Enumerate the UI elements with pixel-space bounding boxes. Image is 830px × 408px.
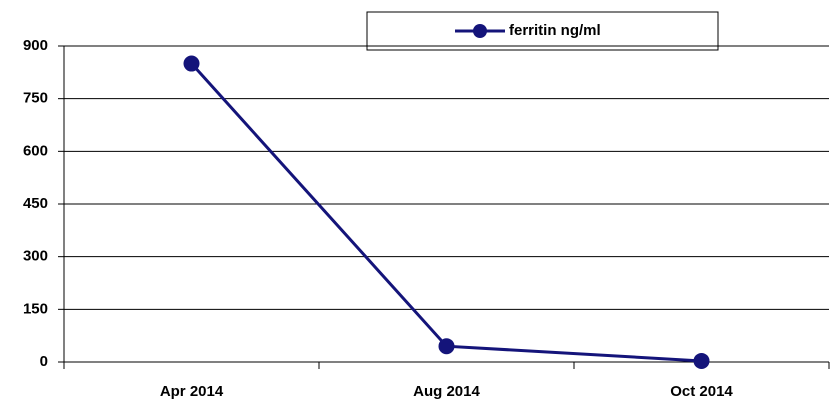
y-tick-label: 150 <box>23 300 48 317</box>
x-tick-label: Oct 2014 <box>670 383 733 400</box>
y-tick-label: 750 <box>23 90 48 107</box>
data-point <box>693 352 710 369</box>
data-point <box>183 55 200 72</box>
data-point <box>438 338 455 355</box>
legend-label: ferritin ng/ml <box>509 22 601 39</box>
legend-marker <box>473 24 487 38</box>
series-line <box>190 62 702 363</box>
y-tick-label: 300 <box>23 248 48 265</box>
y-tick-label: 0 <box>40 353 48 370</box>
legend-box <box>366 11 719 51</box>
x-tick-label: Aug 2014 <box>413 383 480 400</box>
y-tick-label: 450 <box>23 195 48 212</box>
y-tick-label: 600 <box>23 142 48 159</box>
x-tick-label: Apr 2014 <box>160 383 224 400</box>
legend: ferritin ng/ml <box>366 11 719 51</box>
y-tick-label: 900 <box>23 37 48 54</box>
